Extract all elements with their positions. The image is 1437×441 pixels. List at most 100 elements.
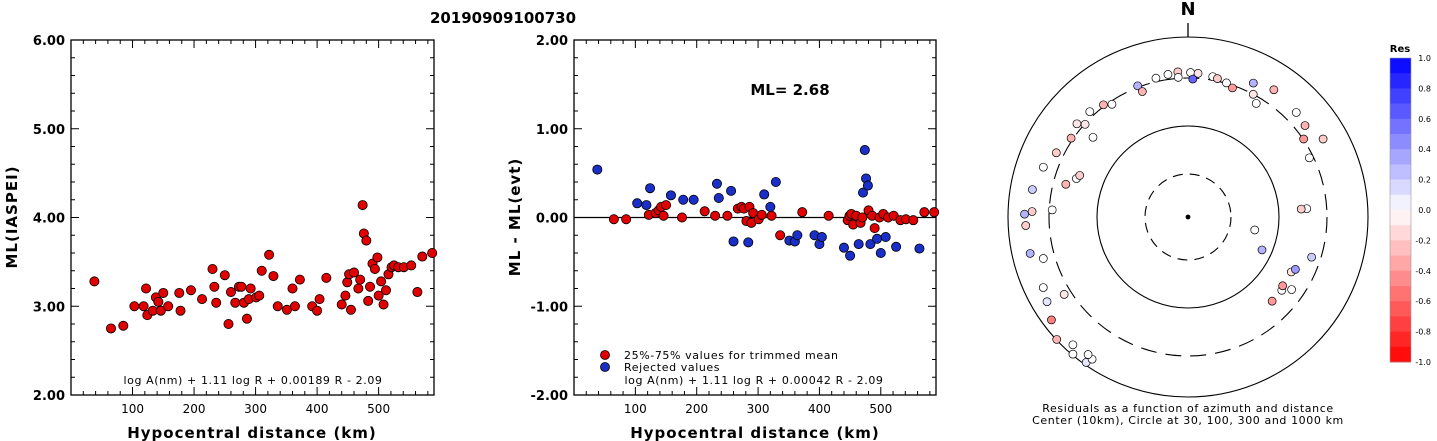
station-marker — [1052, 335, 1062, 344]
station-marker — [1193, 69, 1203, 78]
station-marker — [1299, 134, 1309, 144]
data-point — [766, 210, 777, 221]
data-point — [838, 242, 849, 253]
y-tick-label: -1.00 — [531, 300, 568, 315]
data-point — [688, 194, 699, 205]
station-marker — [1020, 209, 1029, 219]
scale-swatch — [1390, 88, 1411, 105]
data-point — [185, 285, 196, 296]
x-tick-label: 200 — [685, 402, 708, 416]
data-point — [153, 296, 164, 307]
scale-swatch — [1390, 210, 1411, 226]
scale-swatch — [1390, 164, 1411, 181]
scale-swatch — [1390, 301, 1411, 317]
plot-frame — [70, 39, 435, 396]
y-tick-label: 2.00 — [33, 389, 65, 404]
station-marker — [1251, 99, 1261, 108]
data-point — [129, 301, 140, 312]
residual-color-scale: Res 1.0 0.8 0.6 0.4 0.2 0.0 -0.2 -0.4 -0.6 -0.8 -1… — [1389, 44, 1431, 367]
data-point — [914, 243, 925, 254]
scale-tick-label: 0.4 — [1418, 145, 1431, 154]
station-marker — [1222, 78, 1231, 88]
x-tick-label: 400 — [306, 402, 329, 416]
data-point — [345, 304, 356, 315]
data-point — [336, 299, 347, 310]
azimuth-residual-map: N Residuals as a function of azimuth and… — [1007, 0, 1369, 427]
data-point — [632, 198, 643, 209]
legend-swatch-trimmed — [600, 350, 610, 360]
scale-title: Res — [1390, 44, 1410, 55]
data-point — [759, 189, 770, 200]
station-marker — [1028, 185, 1037, 194]
data-point — [268, 271, 279, 282]
data-point — [823, 210, 834, 221]
data-point — [155, 305, 166, 316]
station-marker — [1083, 350, 1093, 359]
station-marker — [1250, 225, 1260, 235]
data-point — [89, 276, 100, 287]
data-point — [357, 200, 368, 211]
x-tick-label: 300 — [747, 402, 770, 416]
scale-tick-label: -0.6 — [1415, 297, 1431, 306]
data-point — [225, 287, 236, 298]
north-label: N — [1180, 0, 1195, 20]
scale-tick-label: 0.0 — [1418, 206, 1431, 215]
station-marker — [1291, 108, 1301, 117]
station-marker — [1027, 207, 1037, 216]
y-axis-label: ML(IASPEI) — [3, 165, 21, 268]
y-tick-label: 1.00 — [536, 123, 568, 138]
data-point — [726, 185, 737, 196]
data-point — [372, 252, 383, 263]
station-marker — [1107, 99, 1117, 109]
station-marker — [1066, 133, 1076, 143]
data-point — [859, 145, 870, 156]
scale-tick-label: -0.4 — [1415, 267, 1431, 276]
y-tick-label: 4.00 — [33, 212, 65, 227]
station-marker — [1257, 245, 1267, 255]
station-marker — [1267, 296, 1277, 306]
y-axis-label: ML - ML(evt) — [506, 158, 524, 276]
page-title: 20190909100730 — [430, 9, 576, 27]
station-marker — [1248, 89, 1258, 99]
x-tick-label: 500 — [869, 402, 892, 416]
data-point — [853, 239, 864, 250]
data-point — [770, 176, 781, 187]
data-point — [699, 206, 710, 217]
scale-swatch — [1390, 255, 1411, 272]
data-point — [369, 263, 380, 274]
data-point — [312, 305, 323, 316]
data-point — [141, 283, 152, 294]
data-point — [608, 214, 619, 225]
data-point — [678, 194, 689, 205]
scale-swatch — [1390, 331, 1411, 348]
station-marker — [1188, 74, 1198, 84]
scale-swatch — [1390, 118, 1411, 135]
data-point — [340, 290, 351, 301]
map-caption-line1: Residuals as a function of azimuth and d… — [1042, 402, 1333, 415]
data-point — [294, 274, 305, 285]
data-point — [872, 233, 883, 244]
data-point — [174, 287, 185, 298]
station-marker — [1025, 249, 1035, 258]
y-tick-label: 6.00 — [33, 34, 65, 49]
data-point — [658, 210, 669, 221]
data-point — [875, 247, 886, 258]
station-marker — [1151, 73, 1161, 83]
data-point — [797, 207, 808, 218]
station-marker — [1296, 204, 1306, 214]
station-marker — [1072, 119, 1082, 129]
data-point — [163, 301, 174, 312]
data-point — [236, 281, 247, 292]
data-point — [765, 201, 776, 212]
data-point — [209, 281, 220, 292]
station-marker — [1228, 83, 1237, 93]
data-point — [365, 281, 376, 292]
data-point — [289, 301, 300, 312]
legend-swatch-rejected — [600, 362, 610, 372]
data-point — [891, 241, 902, 252]
data-point — [665, 190, 676, 201]
data-point — [743, 237, 754, 248]
data-point — [314, 294, 325, 305]
data-point — [256, 265, 267, 276]
data-point — [175, 305, 186, 316]
